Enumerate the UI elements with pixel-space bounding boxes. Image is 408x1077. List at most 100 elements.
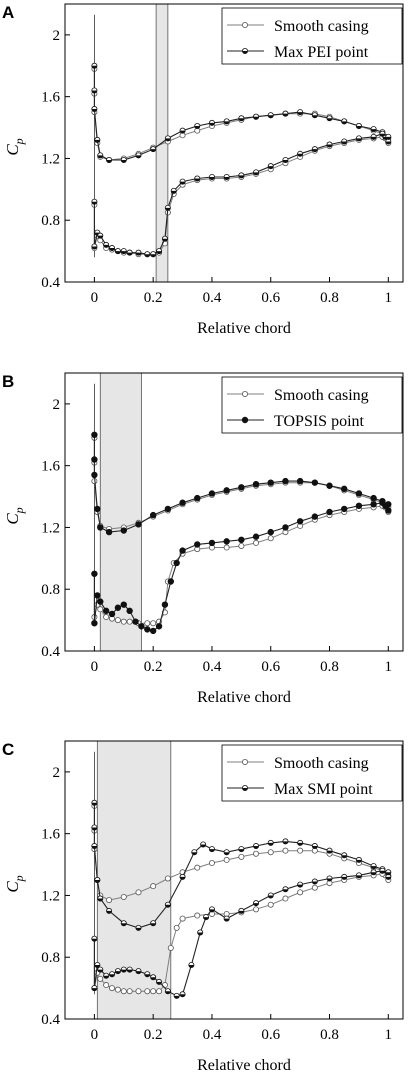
marker-half-fill [121,923,127,926]
data-point [144,988,151,995]
data-point [282,110,289,117]
marker-half-fill [179,181,186,185]
marker-half-fill [209,849,215,852]
data-point [223,538,230,545]
data-point [267,479,274,486]
data-point [238,907,245,914]
marker-half-fill [162,238,168,242]
marker-half-fill [282,113,289,117]
data-point [297,150,304,157]
data-point [97,232,104,239]
y-tick-label: 2 [53,765,61,781]
data-point [114,986,121,993]
data-point [341,873,348,880]
marker-half-fill [194,178,200,182]
marker-half-fill [341,141,347,145]
data-point [296,477,304,485]
marker-half-fill [326,144,333,148]
marker-half-fill [297,884,303,888]
data-point [253,850,260,857]
data-point [91,198,98,205]
data-point [326,508,333,516]
marker-half-fill [224,176,230,180]
y-tick-label: 1.2 [41,888,60,904]
marker-half-fill [106,910,112,914]
data-point [238,172,245,179]
marker-half-fill [121,159,127,163]
data-point [135,968,142,975]
marker-half-fill [91,938,97,942]
data-point [238,536,245,543]
marker-half-fill [121,969,127,973]
plot-frame [64,3,404,283]
data-point [114,617,121,624]
marker-half-fill [268,166,274,169]
data-point [135,988,142,995]
data-point [97,895,104,902]
marker-half-fill [103,244,109,248]
x-tick-label: 1 [385,659,393,675]
x-tick-label: 0 [91,1027,99,1043]
y-tick-label: 0.4 [41,644,60,660]
data-point [164,505,172,513]
data-point [188,961,195,968]
data-point [102,607,110,615]
y-axis-label: Cp [3,138,26,155]
data-point [370,494,377,502]
x-tick-label: 0.2 [144,1027,163,1043]
data-point [282,524,289,531]
data-point [252,481,260,488]
data-point [194,123,201,130]
data-point [179,991,186,998]
marker-half-fill [127,252,133,256]
data-point [379,867,386,874]
marker-half-fill [224,918,230,922]
data-point [282,886,289,893]
marker-half-fill [150,977,156,980]
data-point [385,501,392,508]
marker-half-fill [203,917,209,920]
chart-panel-a: 0 0.2 0.4 0.6 0.8 1 0.4 0.8 1.2 1.6 2 Relative chor… [2,3,404,337]
data-point [164,204,171,211]
data-point [267,892,274,899]
data-point [341,505,348,513]
marker-half-fill [312,115,318,118]
legend-marker [241,759,248,766]
data-point [370,126,377,133]
series-max-pei-point [91,62,392,258]
data-point [370,863,377,870]
x-tick-label: 0.8 [320,659,339,675]
marker-half-fill [150,254,156,257]
marker-half-fill [224,121,230,124]
data-point [267,163,274,170]
data-point [208,860,215,867]
marker-half-fill [91,846,97,849]
data-point [379,130,386,137]
marker-half-fill [326,878,333,882]
data-point [91,471,98,479]
x-tick-label: 0.6 [261,290,280,306]
data-point [253,900,260,907]
data-point [223,544,230,551]
marker-half-fill [238,910,244,914]
data-point [238,484,245,491]
data-point [126,607,133,615]
marker-half-fill [379,870,386,874]
marker-half-fill [156,251,162,254]
legend-label: Max SMI point [274,781,373,798]
x-tick-label: 1 [385,1027,393,1043]
series-max-smi-point [91,799,392,999]
data-point [179,499,186,506]
legend-label: Smooth casing [274,755,369,772]
data-point [173,924,180,931]
y-axis-label-main: C [3,144,22,156]
data-point [179,915,186,922]
marker-half-fill [385,136,391,140]
marker-half-fill [297,153,303,157]
y-tick-label: 2 [53,397,61,413]
data-point [173,992,180,999]
y-tick-label: 1.6 [41,827,60,843]
data-point [341,852,348,859]
marker-half-fill [194,126,200,129]
